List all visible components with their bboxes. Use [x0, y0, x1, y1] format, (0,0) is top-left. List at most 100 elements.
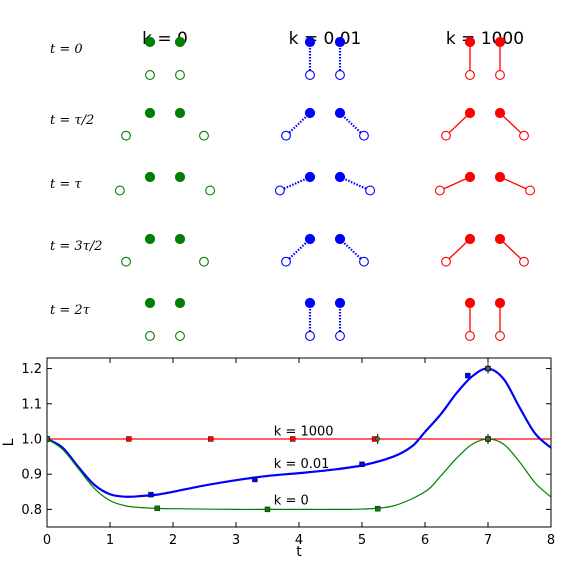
- filled-mass: [304, 36, 316, 48]
- hollow-mass: [519, 256, 529, 267]
- y-tick-label: 1.2: [21, 362, 42, 377]
- hollow-mass: [281, 130, 291, 141]
- hollow-mass: [495, 331, 505, 341]
- series-marker: [126, 436, 132, 442]
- y-tick-label: 0.9: [21, 468, 42, 483]
- hollow-mass: [121, 256, 131, 267]
- column-title: k = 0.01: [289, 29, 362, 49]
- hollow-mass: [335, 331, 345, 341]
- filled-mass: [304, 171, 316, 183]
- filled-mass: [304, 107, 316, 119]
- hollow-mass: [465, 331, 475, 341]
- x-tick-label: 2: [169, 533, 177, 548]
- x-tick-label: 0: [43, 533, 51, 548]
- hollow-mass: [441, 256, 451, 267]
- hollow-mass: [434, 185, 445, 196]
- link-rod: [499, 176, 531, 192]
- filled-mass: [494, 36, 506, 48]
- filled-mass: [494, 297, 506, 309]
- series-marker: [154, 505, 160, 512]
- filled-mass: [144, 36, 156, 48]
- link-rod: [285, 112, 311, 137]
- series-marker: [359, 461, 365, 468]
- column-title: k = 1000: [446, 29, 524, 49]
- link-rod: [439, 176, 471, 192]
- hollow-mass: [359, 256, 369, 267]
- error-mark-dot: [485, 436, 491, 442]
- y-axis-label: L: [1, 438, 17, 446]
- link-rod: [445, 238, 471, 263]
- time-label: t = τ: [50, 177, 82, 192]
- hollow-mass: [199, 130, 209, 141]
- hollow-mass: [175, 70, 185, 80]
- link-rod: [339, 238, 365, 263]
- hollow-mass: [335, 70, 345, 80]
- filled-mass: [144, 107, 156, 119]
- line-chart: 0 1 2 3 4 5 6 7 8 0.8 0.9 1.0 1.1 1.2 t Lk = 1000 k = 0.…: [1, 357, 555, 560]
- x-tick-label: 5: [358, 533, 366, 548]
- series-marker: [290, 436, 296, 442]
- hollow-mass: [121, 130, 131, 141]
- filled-mass: [174, 297, 186, 309]
- filled-mass: [144, 233, 156, 245]
- filled-mass: [464, 171, 476, 183]
- filled-mass: [334, 171, 346, 183]
- hollow-mass: [519, 130, 529, 141]
- filled-mass: [174, 36, 186, 48]
- error-mark-dot: [375, 436, 381, 442]
- series-marker: [47, 436, 50, 442]
- filled-mass: [144, 297, 156, 309]
- x-tick-label: 4: [295, 533, 303, 548]
- series-label: k = 0.01: [274, 457, 330, 472]
- hollow-mass: [205, 185, 216, 196]
- series-marker: [465, 372, 471, 379]
- filled-mass: [144, 171, 156, 183]
- hollow-mass: [145, 70, 155, 80]
- time-label: t = 3τ/2: [50, 239, 103, 254]
- hollow-mass: [175, 331, 185, 341]
- filled-mass: [304, 297, 316, 309]
- series-label: k = 0: [274, 493, 309, 508]
- hollow-mass: [441, 130, 451, 141]
- hollow-mass: [525, 185, 536, 196]
- link-rod: [339, 175, 371, 192]
- series-marker: [264, 506, 271, 513]
- hollow-mass: [305, 70, 315, 80]
- y-tick-label: 0.8: [21, 503, 42, 518]
- time-label: t = 0: [50, 42, 83, 57]
- hollow-mass: [365, 185, 376, 196]
- filled-mass: [174, 107, 186, 119]
- series-marker: [148, 491, 154, 498]
- series-marker: [208, 436, 214, 442]
- hollow-mass: [274, 185, 285, 196]
- time-label: t = τ/2: [50, 113, 94, 128]
- hollow-mass: [359, 130, 369, 141]
- filled-mass: [174, 233, 186, 245]
- y-tick-label: 1.1: [21, 397, 42, 412]
- x-tick-label: 1: [106, 533, 114, 548]
- hollow-mass: [199, 256, 209, 267]
- filled-mass: [334, 36, 346, 48]
- error-mark-dot: [485, 366, 491, 371]
- hollow-mass: [145, 331, 155, 341]
- x-tick-label: 7: [484, 533, 492, 548]
- x-tick-label: 8: [547, 533, 555, 548]
- filled-mass: [494, 171, 506, 183]
- link-rod: [499, 112, 525, 137]
- filled-mass: [334, 297, 346, 309]
- hollow-mass: [465, 70, 475, 80]
- filled-mass: [174, 171, 186, 183]
- hollow-mass: [281, 256, 291, 267]
- filled-mass: [464, 233, 476, 245]
- series-marker: [375, 505, 381, 512]
- hollow-mass: [114, 185, 125, 196]
- x-axis-label: t: [296, 544, 302, 560]
- filled-mass: [304, 233, 316, 245]
- filled-mass: [494, 107, 506, 119]
- series-marker: [252, 476, 258, 483]
- filled-mass: [334, 233, 346, 245]
- filled-mass: [494, 233, 506, 245]
- hollow-mass: [305, 331, 315, 341]
